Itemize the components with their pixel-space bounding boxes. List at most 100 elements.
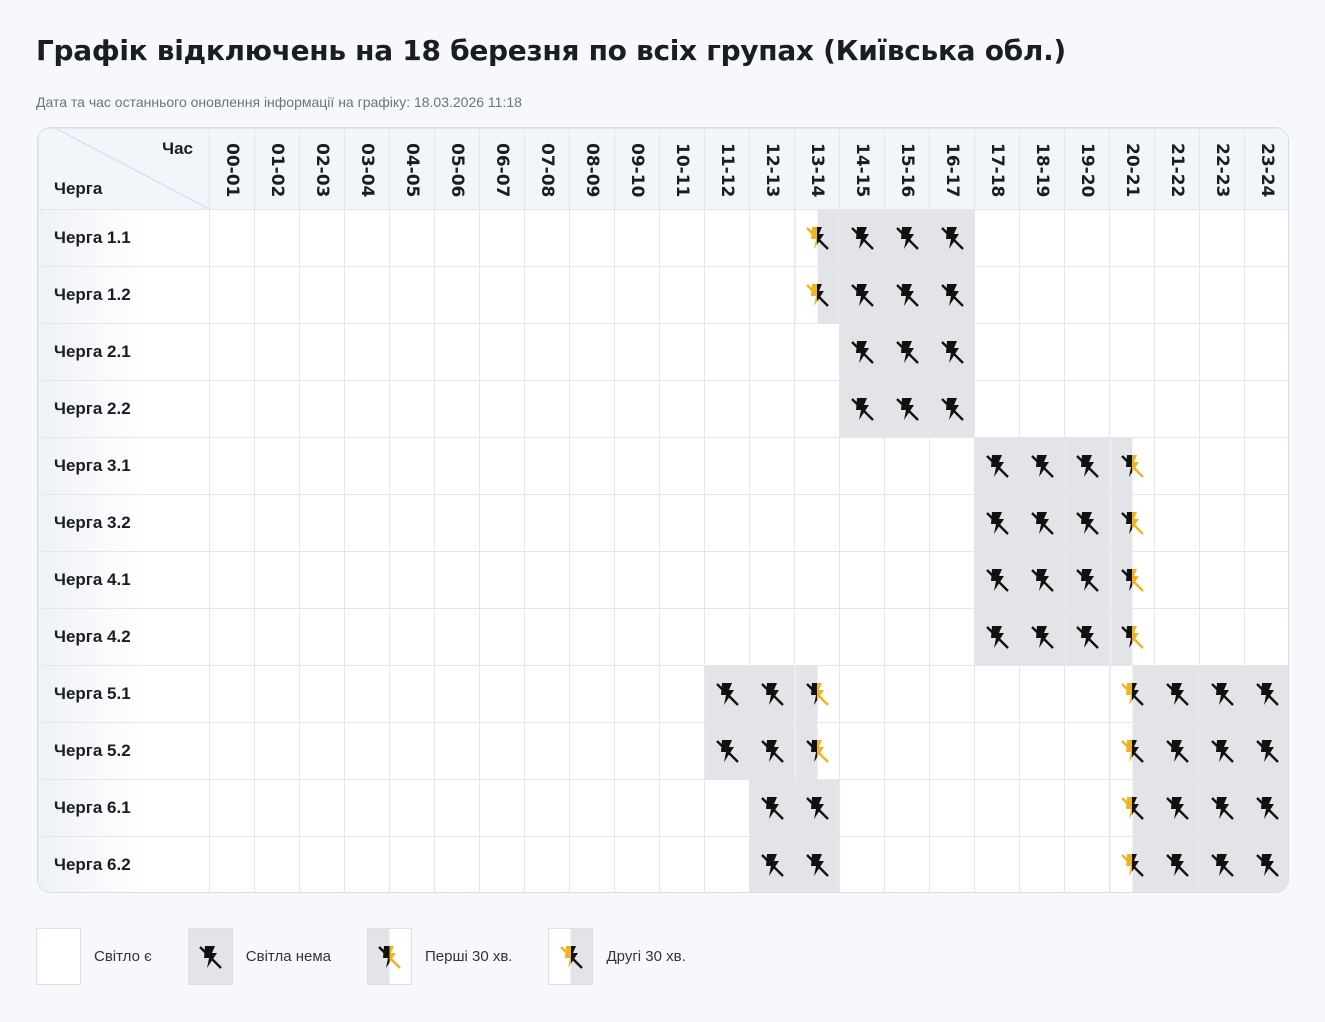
schedule-cell-on — [254, 608, 300, 666]
schedule-cell-on — [1064, 380, 1110, 438]
schedule-cell-on — [254, 494, 300, 552]
schedule-cell-on — [344, 779, 390, 837]
schedule-cell-on — [1199, 608, 1245, 666]
hour-header: 10-11 — [659, 128, 705, 210]
last-updated: Дата та час останнього оновлення інформа… — [36, 94, 522, 110]
schedule-cell-on — [254, 437, 300, 495]
schedule-cell-on — [434, 551, 480, 609]
no-power-half-icon — [1118, 737, 1146, 765]
schedule-cell-on — [1154, 209, 1200, 267]
hour-label: 11-12 — [717, 143, 737, 198]
schedule-cell-on — [704, 494, 750, 552]
schedule-cell-off — [1064, 494, 1110, 552]
hour-label: 23-24 — [1257, 143, 1277, 198]
group-row: Черга 6.1 — [38, 779, 1288, 837]
schedule-cell-on — [344, 437, 390, 495]
schedule-cell-on — [209, 380, 255, 438]
schedule-cell-on — [929, 494, 975, 552]
schedule-cell-off — [1199, 836, 1245, 892]
schedule-cell-first — [794, 665, 840, 723]
schedule-cell-off — [1199, 665, 1245, 723]
group-label: Черга 4.2 — [38, 608, 210, 666]
schedule-cell-off — [1064, 608, 1110, 666]
schedule-cell-on — [974, 665, 1020, 723]
schedule-cell-off — [1154, 722, 1200, 780]
schedule-cell-on — [209, 323, 255, 381]
schedule-cell-on — [434, 380, 480, 438]
schedule-cell-on — [1064, 266, 1110, 324]
schedule-cell-on — [1199, 323, 1245, 381]
schedule-cell-on — [524, 836, 570, 892]
schedule-cell-on — [1199, 380, 1245, 438]
schedule-cell-on — [659, 722, 705, 780]
schedule-cell-on — [389, 323, 435, 381]
legend-label: Світла нема — [245, 948, 331, 965]
legend-swatch-on — [36, 928, 81, 985]
schedule-cell-on — [749, 380, 795, 438]
hour-label: 21-22 — [1167, 143, 1187, 198]
schedule-cell-on — [344, 380, 390, 438]
hour-label: 10-11 — [672, 143, 692, 198]
schedule-cell-on — [1244, 209, 1288, 267]
schedule-cell-on — [344, 608, 390, 666]
table-corner: Час Черга — [38, 128, 210, 210]
schedule-cell-on — [299, 608, 345, 666]
no-power-icon — [1163, 680, 1191, 708]
hour-header: 07-08 — [524, 128, 570, 210]
no-power-icon — [1028, 566, 1056, 594]
schedule-cell-on — [704, 266, 750, 324]
schedule-cell-on — [974, 722, 1020, 780]
no-power-icon — [983, 623, 1011, 651]
schedule-cell-on — [434, 665, 480, 723]
no-power-icon — [848, 224, 876, 252]
hour-header: 03-04 — [344, 128, 390, 210]
hour-label: 12-13 — [762, 143, 782, 198]
schedule-cell-on — [839, 836, 885, 892]
no-power-icon — [983, 509, 1011, 537]
no-power-icon — [983, 452, 1011, 480]
no-power-half-icon — [1118, 680, 1146, 708]
no-power-icon — [758, 851, 786, 879]
schedule-cell-on — [479, 437, 525, 495]
schedule-cell-on — [659, 380, 705, 438]
schedule-cell-on — [524, 779, 570, 837]
no-power-icon — [758, 680, 786, 708]
schedule-cell-on — [1019, 323, 1065, 381]
legend-label: Другі 30 хв. — [606, 948, 686, 965]
schedule-cell-on — [929, 665, 975, 723]
no-power-icon — [196, 943, 224, 971]
no-power-icon — [1253, 794, 1281, 822]
schedule-cell-on — [299, 551, 345, 609]
schedule-cell-on — [794, 494, 840, 552]
hour-header: 14-15 — [839, 128, 885, 210]
schedule-cell-off — [839, 380, 885, 438]
group-label: Черга 5.1 — [38, 665, 210, 723]
schedule-cell-on — [884, 494, 930, 552]
group-label: Черга 6.2 — [38, 836, 210, 892]
no-power-icon — [1073, 452, 1101, 480]
schedule-cell-on — [1154, 494, 1200, 552]
group-row: Черга 5.2 — [38, 722, 1288, 780]
schedule-cell-off — [1064, 551, 1110, 609]
group-row: Черга 5.1 — [38, 665, 1288, 723]
schedule-cell-on — [1154, 437, 1200, 495]
schedule-cell-on — [839, 551, 885, 609]
schedule-cell-on — [299, 722, 345, 780]
schedule-cell-off — [1244, 836, 1288, 892]
schedule-cell-on — [344, 494, 390, 552]
no-power-icon — [1208, 794, 1236, 822]
schedule-cell-off — [1019, 608, 1065, 666]
no-power-icon — [1028, 623, 1056, 651]
hour-label: 00-01 — [222, 143, 242, 198]
no-power-icon — [803, 794, 831, 822]
schedule-cell-on — [839, 665, 885, 723]
schedule-cell-on — [389, 437, 435, 495]
schedule-cell-on — [1244, 437, 1288, 495]
hour-label: 01-02 — [267, 143, 287, 198]
hour-label: 09-10 — [627, 143, 647, 198]
schedule-cell-on — [569, 836, 615, 892]
hour-header: 20-21 — [1109, 128, 1155, 210]
no-power-icon — [1253, 851, 1281, 879]
schedule-cell-on — [794, 551, 840, 609]
schedule-cell-on — [704, 779, 750, 837]
